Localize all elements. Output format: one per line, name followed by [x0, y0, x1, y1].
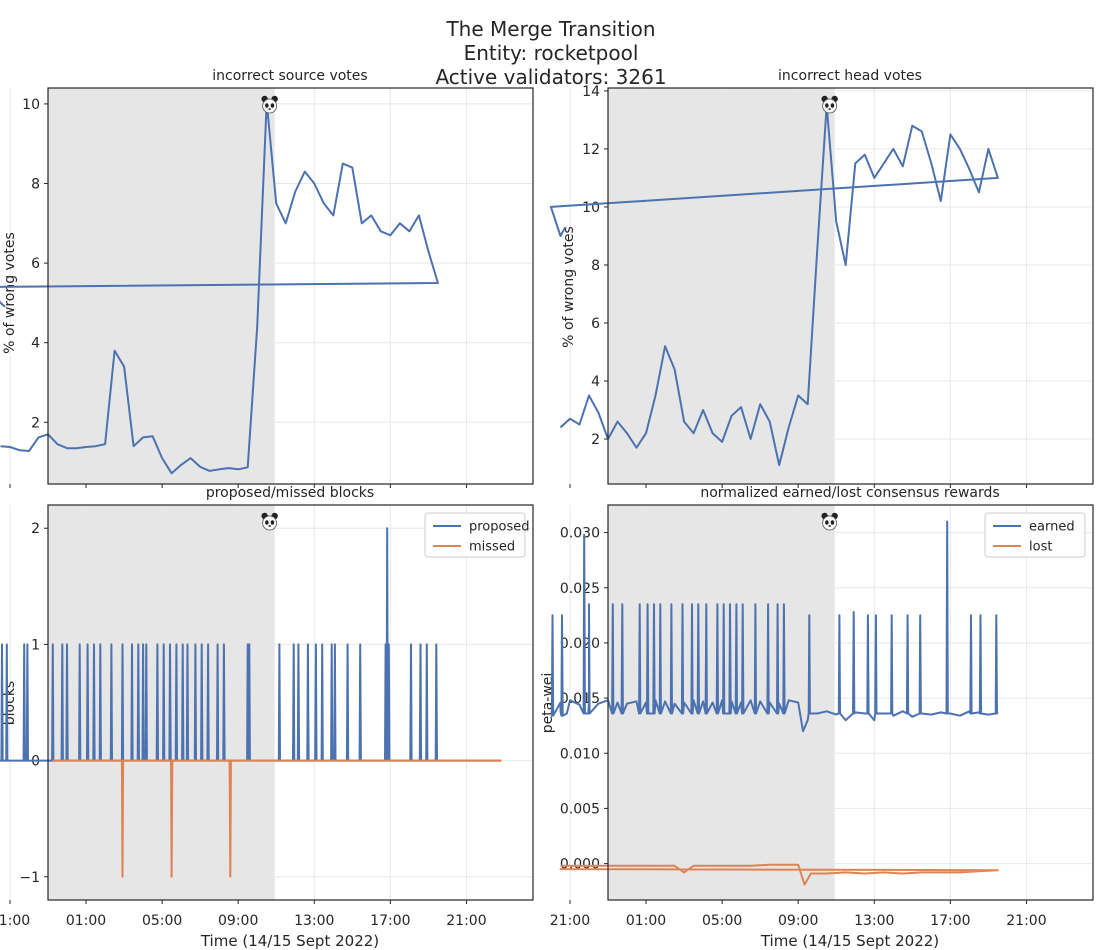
x-axis-label: Time (14/15 Sept 2022): [200, 932, 379, 950]
y-tick-label: 6: [31, 256, 40, 272]
panel-incorrect-source-votes: incorrect source votes % of wrong votes …: [0, 68, 534, 488]
series-line-missed: [52, 759, 502, 878]
plot-background: [569, 88, 1093, 484]
x-tick-label: 21:00: [550, 913, 590, 929]
figure-title-line-3: Active validators: 3261: [435, 65, 666, 89]
legend-label: proposed: [469, 520, 530, 535]
y-axis-label: blocks: [2, 681, 18, 725]
x-axis-label: Time (14/15 Sept 2022): [760, 932, 939, 950]
series-line-lost: [559, 863, 999, 886]
axis-ticks: 0.0000.0050.0100.0150.0200.0250.03021:00…: [550, 526, 1047, 929]
panda-icon: [261, 95, 278, 114]
figure-title-line-2: Entity: rocketpool: [464, 41, 639, 65]
y-tick-label: 8: [591, 258, 600, 274]
legend-label: missed: [469, 540, 515, 555]
pre-merge-shade: [608, 88, 835, 484]
x-tick-label: 13:00: [294, 913, 334, 929]
y-axis-label: % of wrong votes: [2, 232, 18, 354]
legend-label: lost: [1029, 540, 1052, 555]
figure-title-line-1: The Merge Transition: [445, 17, 655, 41]
y-tick-label: 2: [31, 521, 40, 537]
panel-title: incorrect source votes: [212, 68, 367, 84]
x-tick-label: 01:00: [66, 913, 106, 929]
y-tick-label: 0.000: [560, 857, 600, 873]
panel-proposed-missed-blocks: proposed/missed blocks blocks Time (14/1…: [0, 485, 534, 950]
panel-incorrect-head-votes: incorrect head votes % of wrong votes 2 4…: [549, 68, 1094, 488]
x-tick-label: 01:00: [626, 913, 666, 929]
legend: proposed missed: [424, 512, 530, 558]
y-tick-label: −1: [19, 870, 40, 886]
x-tick-label: 21:00: [0, 913, 30, 929]
y-tick-label: 4: [31, 336, 40, 352]
y-tick-label: 0.010: [560, 746, 600, 762]
y-tick-label: 10: [582, 200, 600, 216]
x-tick-label: 05:00: [702, 913, 742, 929]
y-tick-label: 2: [591, 432, 600, 448]
series-line-values: [549, 104, 999, 467]
panda-icon: [261, 512, 278, 531]
series-line-earned: [550, 520, 999, 733]
x-tick-label: 21:00: [446, 913, 486, 929]
x-tick-label: 13:00: [854, 913, 894, 929]
y-tick-label: 0.025: [560, 581, 600, 597]
legend-label: earned: [1029, 520, 1075, 535]
panel-title: proposed/missed blocks: [206, 485, 374, 501]
x-tick-label: 09:00: [218, 913, 258, 929]
legend: earned lost: [984, 512, 1086, 558]
plot-frame: [47, 504, 534, 901]
y-tick-label: 0.030: [560, 526, 600, 542]
x-tick-label: 21:00: [1006, 913, 1046, 929]
panda-icon: [821, 512, 838, 531]
panel-earned-lost-rewards: normalized earned/lost consensus rewards…: [540, 485, 1094, 950]
y-axis-label: % of wrong votes: [561, 226, 577, 348]
x-tick-label: 17:00: [370, 913, 410, 929]
y-tick-label: 0.020: [560, 636, 600, 652]
pre-merge-shade: [48, 505, 275, 900]
y-tick-label: 4: [591, 374, 600, 390]
plot-lines: [549, 104, 999, 467]
axis-ticks: 2 4 6 8 10 12 14: [569, 84, 1027, 488]
panel-title: incorrect head votes: [778, 68, 922, 84]
plot-lines: [0, 527, 502, 878]
y-tick-label: 6: [591, 316, 600, 332]
panel-title: normalized earned/lost consensus rewards: [700, 485, 999, 501]
plot-frame: [47, 87, 534, 485]
y-tick-label: 12: [582, 142, 600, 158]
plot-background: [9, 505, 533, 900]
panda-icon: [821, 95, 838, 114]
y-tick-label: 14: [582, 84, 600, 100]
plot-lines: [0, 100, 439, 475]
series-line-values: [0, 100, 439, 475]
x-tick-label: 05:00: [142, 913, 182, 929]
plot-lines: [550, 520, 999, 886]
y-tick-label: 1: [31, 637, 40, 653]
y-tick-label: 8: [31, 177, 40, 193]
axis-ticks: 2 4 6 8 10: [9, 97, 467, 488]
x-tick-label: 09:00: [778, 913, 818, 929]
plot-frame: [607, 87, 1094, 485]
y-tick-label: 2: [31, 415, 40, 431]
x-tick-label: 17:00: [930, 913, 970, 929]
plot-frame: [607, 504, 1094, 901]
y-tick-label: 10: [22, 97, 40, 113]
y-tick-label: 0.005: [560, 801, 600, 817]
